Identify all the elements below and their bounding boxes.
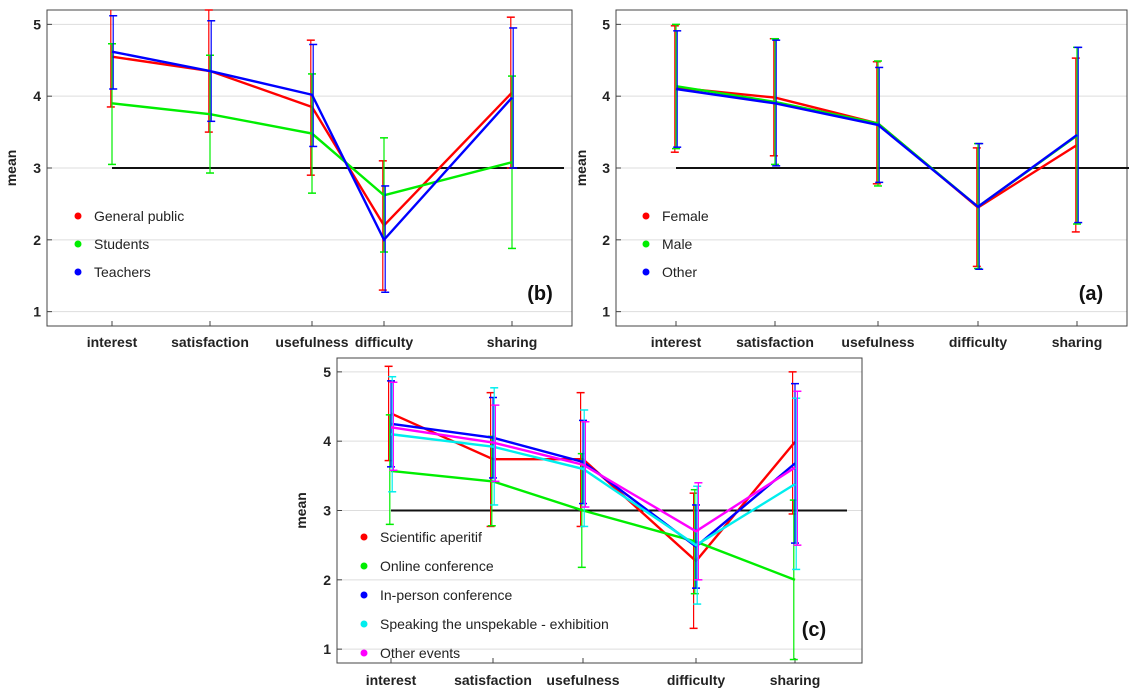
y-tick-label: 3 (33, 160, 41, 176)
legend-label: Scientific aperitif (380, 529, 482, 545)
legend-label: Students (94, 236, 149, 252)
y-tick-label: 5 (33, 16, 41, 32)
legend-label: Other events (380, 645, 460, 661)
x-tick-label: sharing (770, 672, 821, 688)
panel-label: (b) (527, 283, 553, 305)
series-line (111, 102, 513, 197)
chart-panel-a: 1 2 3 4 5 mean interest satisfaction usefulness d… (573, 0, 1134, 355)
legend-marker (360, 649, 368, 657)
y-tick-label: 1 (33, 304, 41, 320)
legend-marker (74, 212, 82, 220)
legend-label: Male (662, 236, 693, 252)
chart-a-svg: 1 2 3 4 5 mean interest satisfaction usefulness d… (573, 9, 1129, 350)
legend-marker (360, 591, 368, 599)
x-tick-label: usefulness (546, 672, 619, 688)
y-tick-label: 1 (323, 641, 331, 657)
series-line (390, 433, 796, 547)
y-tick-label: 2 (33, 232, 41, 248)
legend-marker (642, 240, 650, 248)
x-tick-label: satisfaction (171, 334, 249, 350)
series-line (390, 422, 796, 549)
y-axis-label: mean (573, 150, 589, 187)
legend-marker (360, 620, 368, 628)
x-tick-label: usefulness (275, 334, 348, 350)
chart-b-svg: 1 2 3 4 5 mean interest satisfaction usefulness d… (3, 9, 573, 350)
x-tick-label: satisfaction (736, 334, 814, 350)
y-axis-label: mean (293, 492, 309, 529)
legend-label: Female (662, 208, 709, 224)
y-tick-label: 1 (602, 304, 610, 320)
panel-label: (c) (802, 619, 826, 641)
x-tick-label: satisfaction (454, 672, 532, 688)
y-tick-label: 5 (602, 16, 610, 32)
chart-panel-b: 1 2 3 4 5 mean interest satisfaction usefulness d… (0, 0, 580, 355)
x-tick-label: sharing (1052, 334, 1103, 350)
legend-label: Teachers (94, 264, 151, 280)
x-tick-label: interest (651, 334, 702, 350)
x-tick-label: sharing (487, 334, 538, 350)
y-tick-label: 3 (602, 160, 610, 176)
legend-marker (74, 268, 82, 276)
y-axis-label: mean (3, 150, 19, 187)
legend-label: General public (94, 208, 184, 224)
legend-label: Online conference (380, 558, 494, 574)
legend-marker (360, 562, 368, 570)
chart-panel-c: 1 2 3 4 5 mean interest satisfaction usefulness d… (292, 350, 872, 689)
y-tick-label: 2 (323, 572, 331, 588)
y-tick-label: 4 (323, 433, 331, 449)
series-line (390, 426, 796, 533)
legend-label: In-person conference (380, 587, 513, 603)
y-tick-label: 3 (323, 503, 331, 519)
y-tick-label: 4 (33, 88, 41, 104)
y-tick-label: 2 (602, 232, 610, 248)
legend-label: Other (662, 264, 697, 280)
series-line (111, 50, 513, 242)
x-tick-label: interest (87, 334, 138, 350)
legend-marker (642, 268, 650, 276)
y-tick-label: 5 (323, 364, 331, 380)
chart-c-svg: 1 2 3 4 5 mean interest satisfaction usefulness d… (293, 357, 863, 688)
x-tick-label: interest (366, 672, 417, 688)
x-tick-label: usefulness (841, 334, 914, 350)
legend-marker (74, 240, 82, 248)
x-tick-label: difficulty (667, 672, 726, 688)
x-tick-label: difficulty (355, 334, 414, 350)
x-tick-label: difficulty (949, 334, 1008, 350)
y-tick-label: 4 (602, 88, 610, 104)
series-line (390, 469, 796, 581)
panel-label: (a) (1079, 283, 1103, 305)
legend-marker (360, 533, 368, 541)
series-line (675, 87, 1078, 209)
legend-marker (642, 212, 650, 220)
legend-label: Speaking the unspekable - exhibition (380, 616, 609, 632)
